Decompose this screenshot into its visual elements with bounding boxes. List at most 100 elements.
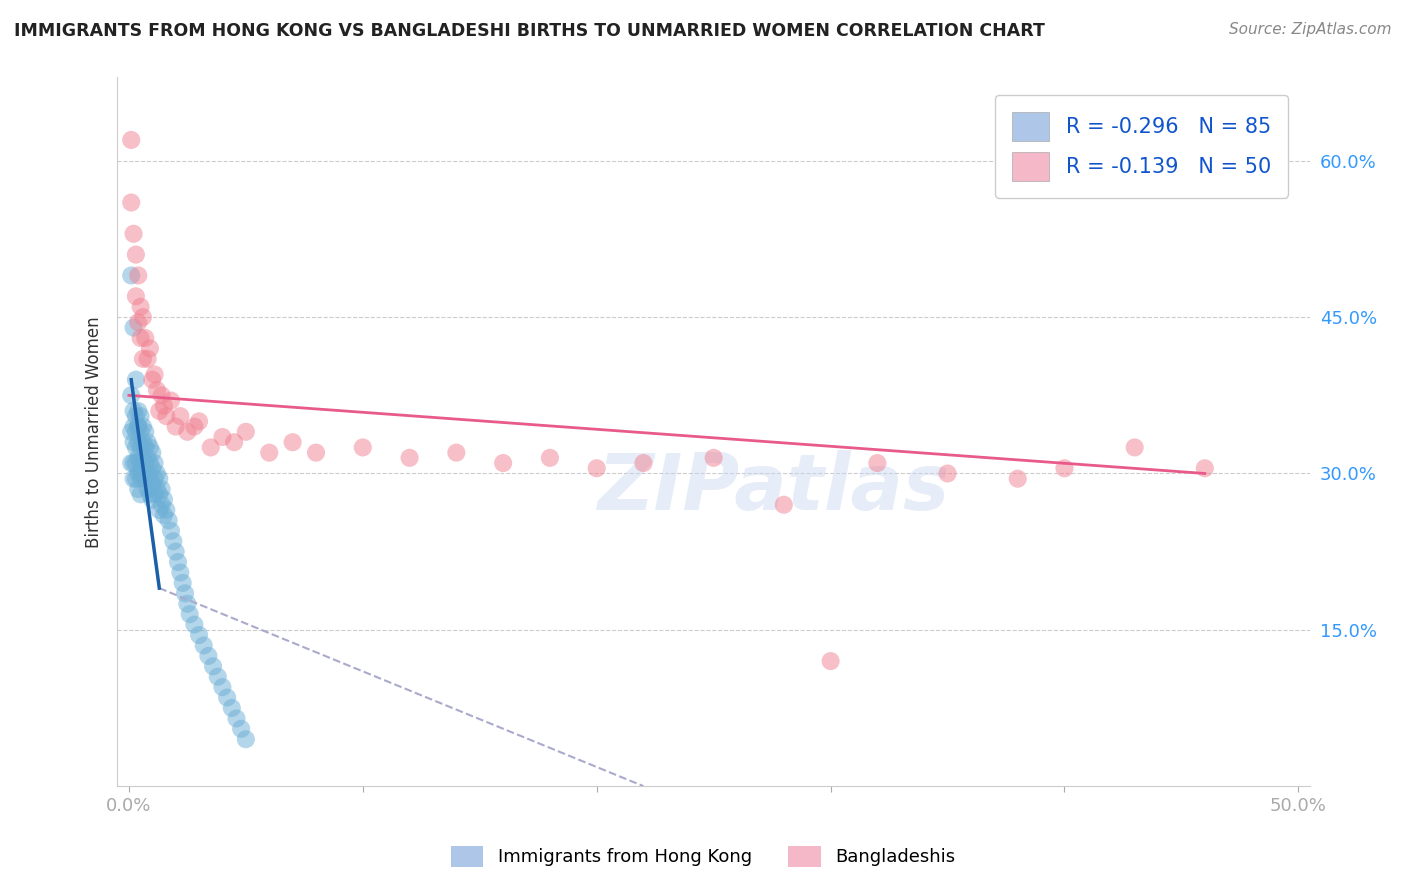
Point	[188, 414, 211, 428]
Point	[200, 441, 222, 455]
Point	[122, 320, 145, 334]
Point	[703, 450, 725, 465]
Point	[148, 472, 170, 486]
Point	[148, 487, 170, 501]
Text: ZIPatlas: ZIPatlas	[598, 450, 949, 526]
Point	[122, 404, 145, 418]
Point	[174, 586, 197, 600]
Point	[120, 456, 142, 470]
Point	[136, 482, 159, 496]
Point	[132, 419, 155, 434]
Point	[150, 388, 173, 402]
Point	[141, 476, 163, 491]
Point	[141, 492, 163, 507]
Point	[129, 441, 152, 455]
Point	[211, 680, 233, 694]
Point	[169, 409, 191, 424]
Point	[122, 435, 145, 450]
Point	[132, 450, 155, 465]
Point	[134, 425, 156, 439]
Point	[235, 425, 257, 439]
Point	[160, 524, 183, 538]
Point	[221, 701, 243, 715]
Point	[169, 566, 191, 580]
Point	[132, 435, 155, 450]
Point	[122, 456, 145, 470]
Point	[143, 472, 166, 486]
Point	[120, 195, 142, 210]
Point	[257, 445, 280, 459]
Point	[125, 409, 148, 424]
Point	[129, 467, 152, 481]
Point	[134, 472, 156, 486]
Point	[197, 648, 219, 663]
Point	[193, 639, 215, 653]
Point	[183, 617, 205, 632]
Point	[129, 472, 152, 486]
Point	[139, 441, 162, 455]
Point	[122, 419, 145, 434]
Point	[153, 492, 176, 507]
Point	[281, 435, 304, 450]
Point	[1053, 461, 1076, 475]
Point	[125, 247, 148, 261]
Point	[125, 425, 148, 439]
Point	[129, 409, 152, 424]
Point	[176, 597, 198, 611]
Point	[139, 472, 162, 486]
Point	[120, 268, 142, 283]
Point	[127, 435, 149, 450]
Point	[160, 393, 183, 408]
Text: IMMIGRANTS FROM HONG KONG VS BANGLADESHI BIRTHS TO UNMARRIED WOMEN CORRELATION C: IMMIGRANTS FROM HONG KONG VS BANGLADESHI…	[14, 22, 1045, 40]
Point	[129, 425, 152, 439]
Point	[127, 482, 149, 496]
Point	[139, 487, 162, 501]
Point	[125, 472, 148, 486]
Point	[148, 503, 170, 517]
Point	[136, 351, 159, 366]
Point	[136, 450, 159, 465]
Point	[217, 690, 239, 705]
Point	[136, 435, 159, 450]
Point	[146, 383, 169, 397]
Point	[120, 388, 142, 402]
Point	[224, 435, 246, 450]
Point	[129, 487, 152, 501]
Point	[136, 467, 159, 481]
Point	[127, 467, 149, 481]
Point	[125, 289, 148, 303]
Point	[305, 445, 328, 459]
Point	[165, 544, 187, 558]
Point	[150, 482, 173, 496]
Point	[132, 310, 155, 325]
Point	[141, 373, 163, 387]
Point	[150, 498, 173, 512]
Point	[538, 450, 561, 465]
Legend: Immigrants from Hong Kong, Bangladeshis: Immigrants from Hong Kong, Bangladeshis	[444, 838, 962, 874]
Point	[1194, 461, 1216, 475]
Point	[127, 268, 149, 283]
Point	[492, 456, 515, 470]
Point	[148, 404, 170, 418]
Point	[772, 498, 794, 512]
Point	[127, 315, 149, 329]
Point	[866, 456, 889, 470]
Point	[146, 467, 169, 481]
Point	[134, 456, 156, 470]
Point	[153, 508, 176, 523]
Point	[155, 409, 177, 424]
Point	[165, 419, 187, 434]
Point	[129, 331, 152, 345]
Point	[134, 331, 156, 345]
Point	[585, 461, 607, 475]
Point	[125, 373, 148, 387]
Point	[446, 445, 468, 459]
Point	[155, 503, 177, 517]
Point	[207, 670, 229, 684]
Point	[167, 555, 190, 569]
Point	[127, 419, 149, 434]
Point	[120, 425, 142, 439]
Point	[125, 456, 148, 470]
Point	[398, 450, 420, 465]
Point	[352, 441, 374, 455]
